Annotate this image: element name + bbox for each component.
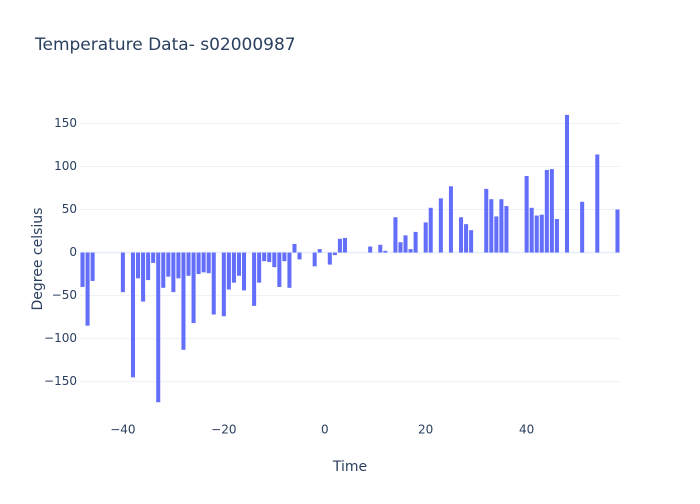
bar [564,114,570,253]
bar [80,252,85,287]
y-axis-title: Degree celsius [30,208,46,311]
bar [378,244,383,253]
x-tick-label: −40 [110,423,135,437]
bar [156,252,161,403]
bar [120,252,125,293]
bar [181,252,186,350]
y-tick-label: −100 [44,331,77,345]
x-tick-label: 20 [418,423,433,437]
bar [554,218,559,253]
bar [277,252,282,287]
bar [231,252,236,283]
bar [494,216,499,253]
y-tick-label: 100 [54,159,77,173]
bar [383,250,388,253]
x-tick-label: 0 [321,423,329,437]
bar [130,252,136,378]
bar [161,252,166,288]
bar [166,252,171,277]
bar [171,252,176,293]
bar [136,252,141,279]
bar [489,199,494,253]
bar [272,252,277,268]
bar [393,217,398,253]
bar [186,252,191,276]
bar [327,252,332,265]
bar [141,252,146,302]
bar [408,249,413,253]
y-tick-label: 50 [62,202,77,216]
bar [549,169,554,253]
x-tick-label: −20 [211,423,236,437]
bar [252,252,257,306]
bar [615,209,620,253]
bar [539,214,544,253]
bar [191,252,196,324]
bar [257,252,262,283]
bar [337,238,342,253]
bar [317,249,322,253]
bar [484,188,489,253]
bar [287,252,292,288]
bar [211,252,216,315]
bar [448,186,453,253]
bar [529,207,534,253]
bar [201,252,206,273]
y-tick-label: 150 [54,116,77,130]
bar [282,252,287,262]
bar [146,252,151,281]
bar [413,231,418,253]
x-axis-title: Time [332,459,367,475]
bar [428,207,433,253]
bar [504,206,509,253]
x-tick-label: 40 [519,423,534,437]
bar [423,222,428,253]
bar [312,252,317,267]
bar [151,252,156,263]
bar [342,237,347,253]
y-tick-label: −150 [44,374,77,388]
bar [242,252,247,291]
y-tick-label: 0 [69,245,77,259]
bar [499,199,504,253]
bar [85,252,90,326]
bar [226,252,231,290]
bar [438,198,443,253]
bar [544,169,549,253]
bar [398,242,403,253]
bar [332,252,337,256]
bar [297,252,302,260]
bar [236,252,241,276]
bar [534,215,539,253]
bar [196,252,201,275]
bar [368,246,373,253]
bar [403,235,408,253]
bar [267,252,272,263]
bar [262,252,267,262]
bar [469,230,474,253]
y-tick-label: −50 [52,288,77,302]
bar [176,252,181,279]
bar [524,175,529,253]
bar [292,243,297,253]
bar [459,217,464,253]
bar [464,224,469,253]
chart-title: Temperature Data- s02000987 [34,35,296,55]
bar [206,252,211,274]
bar [221,252,226,317]
bar [90,252,95,281]
bar [580,201,585,253]
bar [595,154,600,253]
